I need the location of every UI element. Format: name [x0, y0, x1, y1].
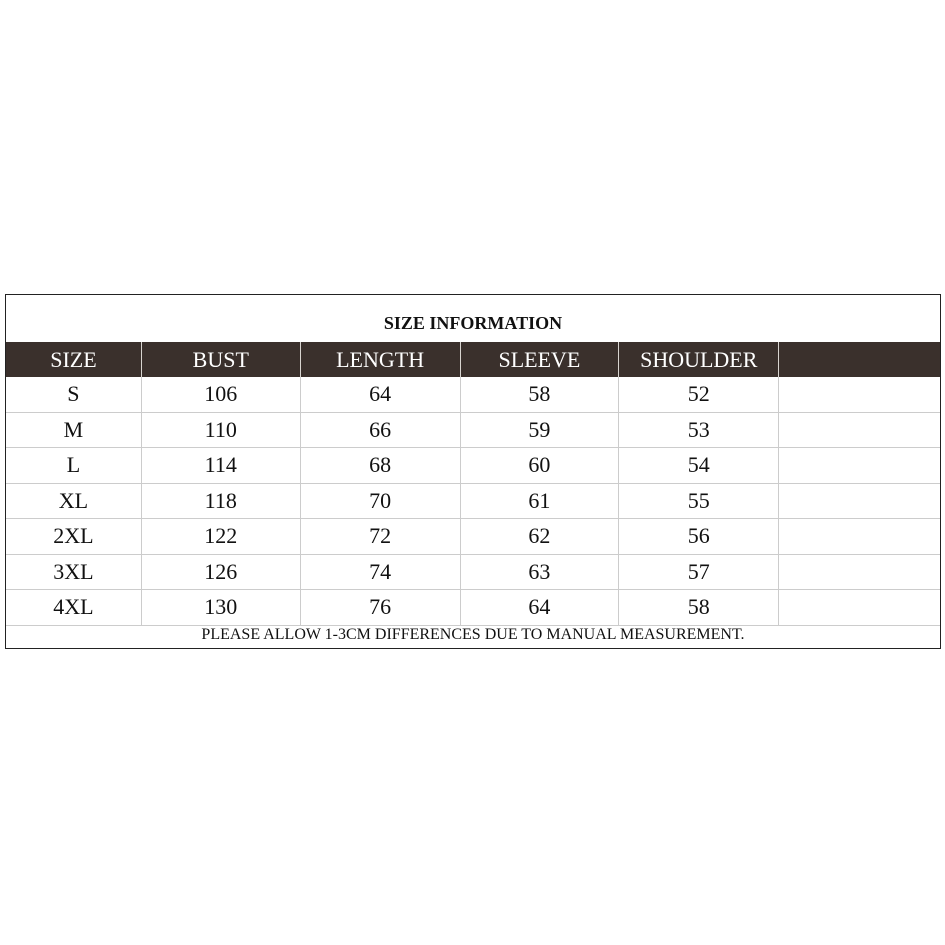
table-cell: [779, 555, 940, 590]
column-header: BUST: [142, 342, 301, 377]
table-cell: 66: [301, 412, 461, 447]
footer-note: PLEASE ALLOW 1-3CM DIFFERENCES DUE TO MA…: [201, 625, 745, 643]
column-header: [779, 342, 940, 377]
table-cell: 130: [142, 590, 301, 625]
table-cell: 56: [619, 519, 780, 554]
table-cell: 72: [301, 519, 461, 554]
table-cell: 70: [301, 483, 461, 518]
table-cell: [779, 590, 940, 625]
table-cell: 3XL: [6, 554, 142, 589]
column-header: SLEEVE: [461, 342, 620, 377]
table-cell: 110: [142, 412, 301, 447]
table-row: S 106 64 58 52: [6, 377, 940, 413]
table-row: XL 118 70 61 55: [6, 483, 940, 519]
table-cell: 53: [619, 412, 780, 447]
header-row: SIZE BUST LENGTH SLEEVE SHOULDER: [6, 342, 940, 377]
table-cell: 68: [301, 448, 461, 483]
size-chart-table: SIZE INFORMATION SIZE BUST LENGTH SLEEVE SHO…: [5, 294, 941, 649]
table-row: L 114 68 60 54: [6, 448, 940, 484]
table-cell: XL: [6, 483, 142, 518]
table-row: 4XL 130 76 64 58: [6, 590, 940, 626]
table-row: 3XL 126 74 63 57: [6, 554, 940, 590]
table-cell: 106: [142, 377, 301, 412]
table-cell: 2XL: [6, 519, 142, 554]
table-cell: 76: [301, 590, 461, 625]
column-header: SIZE: [6, 342, 142, 377]
table-cell: 60: [461, 448, 620, 483]
table-cell: L: [6, 448, 142, 483]
table-cell: 54: [619, 448, 780, 483]
table-cell: [779, 413, 940, 448]
table-cell: [779, 519, 940, 554]
table-cell: 122: [142, 519, 301, 554]
table-row: 2XL 122 72 62 56: [6, 519, 940, 555]
table-cell: 55: [619, 483, 780, 518]
table-cell: 126: [142, 554, 301, 589]
table-cell: [779, 484, 940, 519]
table-cell: 74: [301, 554, 461, 589]
table-cell: 62: [461, 519, 620, 554]
table-cell: M: [6, 412, 142, 447]
table-cell: 4XL: [6, 590, 142, 625]
table-cell: 59: [461, 412, 620, 447]
table-cell: 58: [619, 590, 780, 625]
table-cell: 61: [461, 483, 620, 518]
table-cell: S: [6, 377, 142, 412]
table-cell: 64: [301, 377, 461, 412]
column-header: SHOULDER: [619, 342, 780, 377]
table-cell: 63: [461, 554, 620, 589]
table-cell: [779, 377, 940, 412]
table-cell: 52: [619, 377, 780, 412]
column-header: LENGTH: [301, 342, 461, 377]
table-cell: 58: [461, 377, 620, 412]
table-cell: [779, 448, 940, 483]
table-cell: 57: [619, 554, 780, 589]
table-cell: 114: [142, 448, 301, 483]
table-title: SIZE INFORMATION: [383, 313, 563, 333]
table-row: M 110 66 59 53: [6, 412, 940, 448]
table-cell: 118: [142, 483, 301, 518]
table-cell: 64: [461, 590, 620, 625]
